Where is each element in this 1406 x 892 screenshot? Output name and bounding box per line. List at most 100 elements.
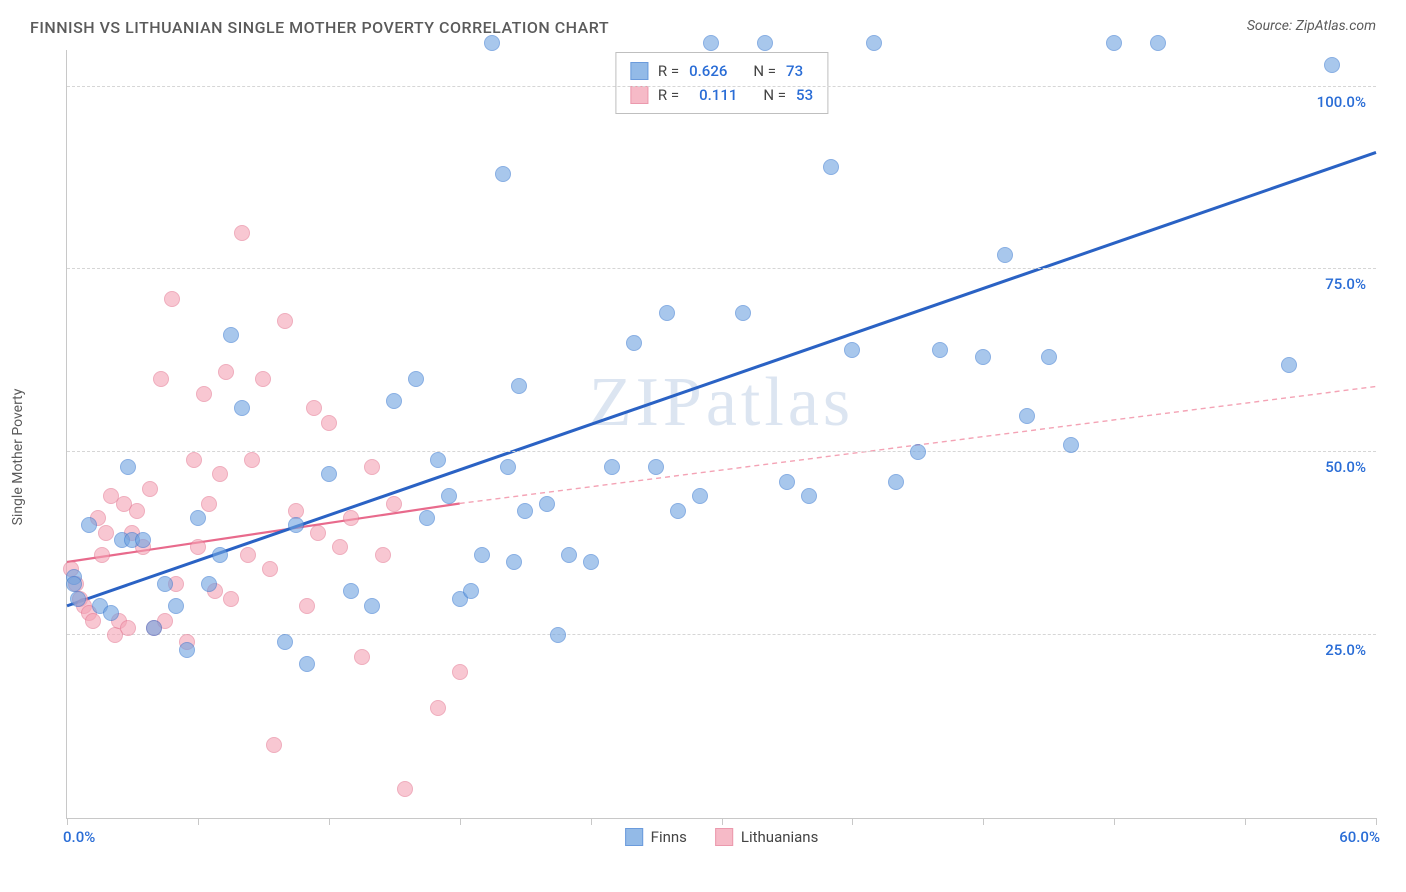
point-finns [1324, 57, 1340, 73]
trend-lines [67, 50, 1376, 818]
point-finns [539, 496, 555, 512]
point-finns [201, 576, 217, 592]
point-lithuanians [310, 525, 326, 541]
point-lithuanians [98, 525, 114, 541]
x-tick [1245, 818, 1246, 825]
n-label: N = [763, 83, 786, 107]
r-value-finns: 0.626 [689, 59, 727, 83]
point-finns [441, 488, 457, 504]
point-finns [103, 605, 119, 621]
x-tick [329, 818, 330, 825]
point-finns [932, 342, 948, 358]
point-lithuanians [452, 664, 468, 680]
point-finns [277, 634, 293, 650]
point-finns [146, 620, 162, 636]
point-lithuanians [218, 364, 234, 380]
point-lithuanians [354, 649, 370, 665]
x-tick [983, 818, 984, 825]
point-finns [757, 35, 773, 51]
point-finns [120, 459, 136, 475]
point-finns [364, 598, 380, 614]
gridline-y [67, 634, 1376, 635]
point-finns [1281, 357, 1297, 373]
point-finns [866, 35, 882, 51]
point-lithuanians [212, 466, 228, 482]
x-tick [67, 818, 68, 825]
n-label: N = [753, 59, 776, 83]
point-finns [517, 503, 533, 519]
y-tick-label: 25.0% [1325, 641, 1366, 659]
n-value-lith: 53 [796, 83, 813, 107]
point-finns [212, 547, 228, 563]
point-lithuanians [288, 503, 304, 519]
y-tick-label: 50.0% [1325, 458, 1366, 476]
x-tick [460, 818, 461, 825]
point-finns [66, 576, 82, 592]
x-tick [198, 818, 199, 825]
watermark: ZIPatlas [589, 363, 854, 443]
r-label: R = [658, 83, 679, 107]
point-finns [386, 393, 402, 409]
chart-title: FINNISH VS LITHUANIAN SINGLE MOTHER POVE… [30, 18, 609, 37]
point-finns [157, 576, 173, 592]
stats-row-lith: R = 0.111 N = 53 [630, 83, 813, 107]
point-lithuanians [397, 781, 413, 797]
y-tick-label: 100.0% [1317, 93, 1366, 111]
point-finns [343, 583, 359, 599]
point-finns [626, 335, 642, 351]
point-finns [823, 159, 839, 175]
point-lithuanians [164, 291, 180, 307]
point-lithuanians [190, 539, 206, 555]
point-finns [583, 554, 599, 570]
plot-area: ZIPatlas R = 0.626 N = 73 R = 0.111 N = … [66, 50, 1376, 819]
point-finns [659, 305, 675, 321]
point-finns [604, 459, 620, 475]
x-tick-label: 60.0% [1339, 828, 1380, 846]
point-finns [561, 547, 577, 563]
point-finns [1041, 349, 1057, 365]
x-tick-label: 0.0% [63, 828, 95, 846]
point-finns [703, 35, 719, 51]
gridline-y [67, 268, 1376, 269]
point-lithuanians [306, 400, 322, 416]
swatch-finns [625, 828, 643, 846]
point-lithuanians [201, 496, 217, 512]
point-lithuanians [120, 620, 136, 636]
point-finns [288, 517, 304, 533]
point-lithuanians [240, 547, 256, 563]
point-finns [168, 598, 184, 614]
y-axis-label: Single Mother Poverty [10, 388, 26, 525]
legend-label-lith: Lithuanians [741, 828, 818, 846]
swatch-finns [630, 62, 648, 80]
point-finns [135, 532, 151, 548]
point-finns [888, 474, 904, 490]
source-label: Source: ZipAtlas.com [1247, 18, 1376, 34]
legend-bottom: Finns Lithuanians [625, 828, 819, 846]
point-finns [550, 627, 566, 643]
point-finns [1150, 35, 1166, 51]
point-lithuanians [234, 225, 250, 241]
point-finns [495, 166, 511, 182]
point-finns [779, 474, 795, 490]
point-finns [179, 642, 195, 658]
point-finns [419, 510, 435, 526]
point-lithuanians [266, 737, 282, 753]
point-finns [70, 591, 86, 607]
point-finns [299, 656, 315, 672]
point-finns [474, 547, 490, 563]
point-finns [484, 35, 500, 51]
gridline-y [67, 451, 1376, 452]
legend-item-lith: Lithuanians [715, 828, 818, 846]
point-lithuanians [375, 547, 391, 563]
point-lithuanians [196, 386, 212, 402]
point-finns [81, 517, 97, 533]
point-finns [223, 327, 239, 343]
gridline-y [67, 86, 1376, 87]
legend-item-finns: Finns [625, 828, 687, 846]
stats-box: R = 0.626 N = 73 R = 0.111 N = 53 [615, 52, 828, 114]
y-tick-label: 75.0% [1325, 275, 1366, 293]
r-value-lith: 0.111 [689, 83, 737, 107]
point-lithuanians [299, 598, 315, 614]
point-lithuanians [262, 561, 278, 577]
x-tick [722, 818, 723, 825]
